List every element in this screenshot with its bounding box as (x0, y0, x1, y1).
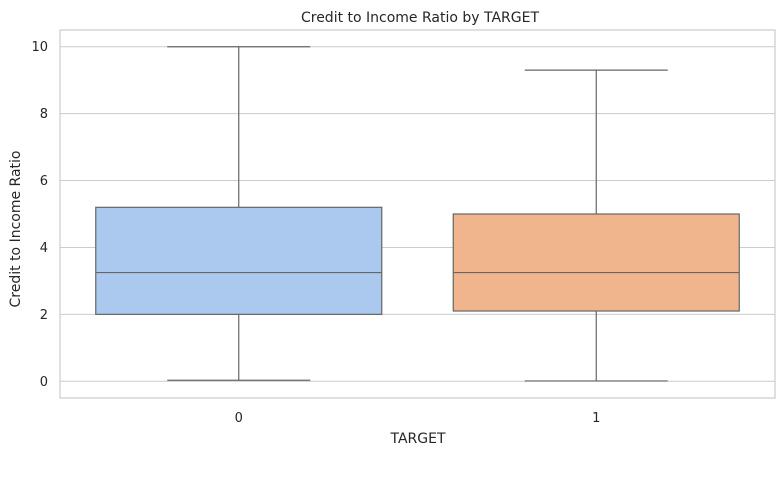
y-tick-label: 10 (31, 40, 48, 55)
y-tick-label: 2 (40, 308, 48, 323)
x-tick-label: 1 (592, 411, 600, 426)
y-tick-label: 4 (40, 241, 48, 256)
x-tick-label: 0 (235, 411, 243, 426)
y-tick-label: 0 (40, 375, 48, 390)
y-tick-label: 8 (40, 107, 48, 122)
x-axis-label: TARGET (389, 431, 445, 447)
iqr-box (452, 213, 740, 312)
y-axis-label: Credit to Income Ratio (8, 151, 24, 308)
box-group-1 (452, 69, 740, 382)
iqr-box (95, 206, 383, 315)
y-tick-label: 6 (40, 174, 48, 189)
chart-title: Credit to Income Ratio by TARGET (301, 10, 540, 26)
box-group-0 (95, 46, 383, 381)
y-tick-labels: 0 2 4 6 8 10 (31, 40, 48, 390)
boxes (95, 46, 740, 382)
plot-frame (59, 29, 776, 399)
